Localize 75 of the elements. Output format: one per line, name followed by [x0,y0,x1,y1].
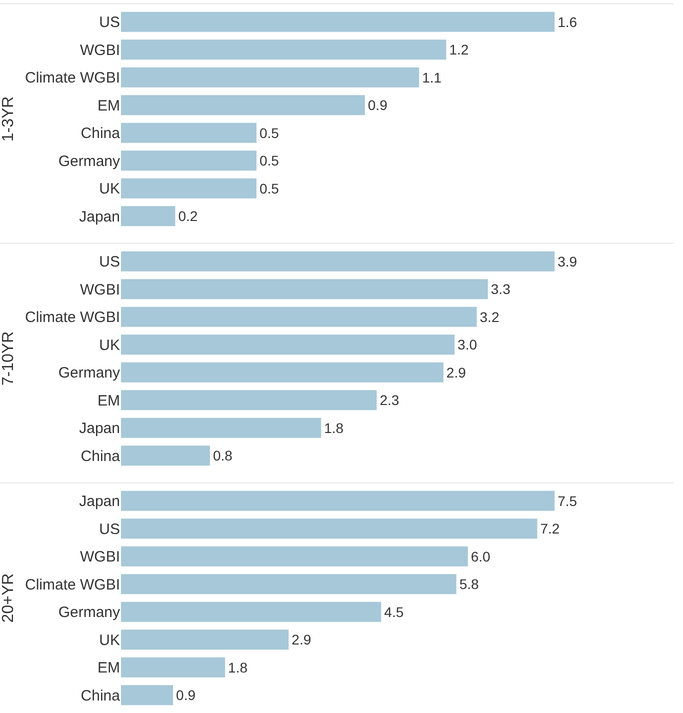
y-tick-label: US [99,254,120,271]
bar [121,602,382,622]
y-tick-label: WGBI [80,281,120,298]
y-axis-title: 20+YR [0,573,17,623]
y-tick-label: Climate WGBI [24,576,120,594]
y-tick-label: China [80,687,121,704]
bar [121,490,555,511]
bar [121,95,365,116]
data-label: 5.8 [459,576,479,592]
bar [121,390,377,410]
bar [121,362,444,382]
bar [121,206,176,226]
y-tick-label: EM [98,660,120,677]
data-label: 7.5 [558,492,578,509]
y-tick-label: China [80,448,121,465]
y-tick-label: Germany [58,604,120,622]
bar [121,122,256,143]
data-label: 2.9 [292,632,312,648]
bar [121,178,256,198]
data-label: 2.9 [446,364,466,380]
y-tick-label: US [99,14,120,32]
bar [121,150,256,171]
data-label: 1.6 [558,14,578,30]
data-label: 3.3 [490,281,511,298]
bar [121,279,488,300]
bar [121,251,555,272]
data-label: 4.5 [384,604,404,620]
y-tick-label: US [99,520,120,538]
bar [121,67,420,88]
data-label: 0.5 [260,180,280,196]
y-tick-label: Climate WGBI [24,309,120,326]
data-label: 0.2 [178,208,198,224]
data-label: 1.8 [324,420,344,436]
data-label: 3.9 [558,253,578,270]
data-label: 1.8 [228,659,248,676]
y-tick-label: WGBI [80,42,120,59]
data-label: 3.0 [458,336,478,353]
bar [121,418,322,438]
y-tick-label: UK [99,180,120,198]
data-label: 0.8 [212,448,233,464]
bar [121,657,226,678]
bar [121,306,477,327]
bar [121,518,538,539]
y-tick-label: Germany [58,364,120,382]
y-tick-label: Germany [58,152,120,170]
y-tick-label: China [80,125,121,142]
bar [121,630,289,650]
data-label: 1.2 [449,42,469,58]
y-tick-label: Japan [79,420,120,438]
data-label: 0.9 [176,687,196,704]
bar [121,574,456,594]
y-tick-label: UK [99,336,120,354]
bar [121,546,468,566]
bar [121,446,210,466]
y-axis-title: 7-10YR [0,331,17,386]
data-label: 3.2 [480,308,500,325]
data-label: 2.3 [380,392,400,408]
y-tick-label: UK [99,632,120,649]
y-tick-label: WGBI [80,548,120,566]
bar [121,40,446,60]
y-tick-label: Japan [79,493,120,510]
bar [121,334,455,355]
data-label: 1.1 [422,69,442,86]
data-label: 7.2 [540,520,560,537]
data-label: 6.0 [470,548,491,564]
y-tick-label: Japan [79,208,120,226]
data-label: 0.5 [260,152,280,169]
data-label: 0.5 [260,124,280,141]
y-tick-label: Climate WGBI [24,70,120,87]
data-label: 0.9 [368,97,388,114]
y-tick-label: EM [98,392,120,410]
y-axis-title: 1-3YR [0,96,17,142]
y-tick-label: EM [98,97,120,114]
bar [121,685,174,706]
bar [121,12,555,32]
